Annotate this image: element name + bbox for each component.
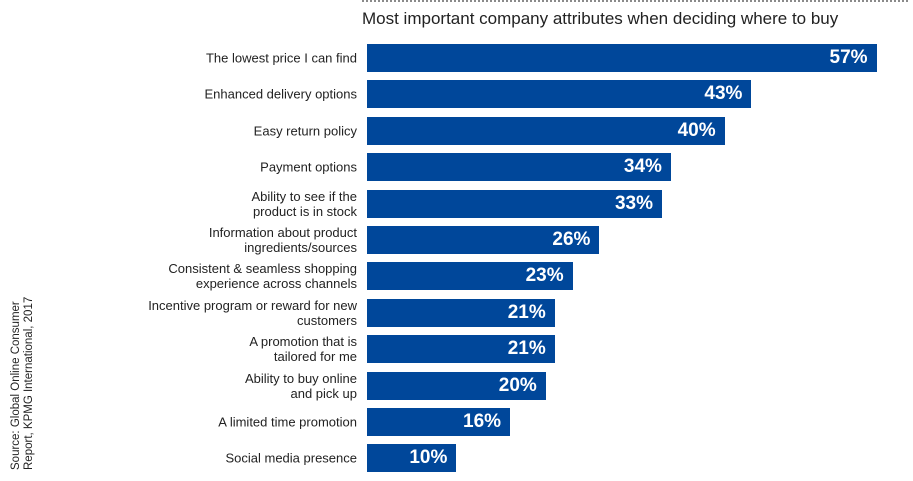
data-label: 40% xyxy=(677,119,716,141)
bar: 10% xyxy=(367,444,457,473)
data-label: 57% xyxy=(829,47,868,68)
data-label: 23% xyxy=(525,265,564,287)
data-label: 16% xyxy=(463,411,502,432)
category-label: A limited time promotion xyxy=(218,414,357,430)
category-label: Consistent & seamless shopping experience… xyxy=(168,261,357,292)
bar: 21% xyxy=(367,335,555,364)
data-label: 33% xyxy=(614,192,654,214)
bar: 26% xyxy=(367,226,600,254)
bar: 20% xyxy=(367,371,546,400)
category-label: Ability to see if the product is in stock xyxy=(251,188,358,219)
category-label: The lowest price I can find xyxy=(205,50,357,66)
data-label: 34% xyxy=(623,156,662,178)
data-label: 26% xyxy=(552,229,591,250)
bar: 43% xyxy=(367,80,752,109)
bar: 16% xyxy=(367,408,511,436)
category-label: Information about product ingredients/sou… xyxy=(208,225,357,255)
bar: 34% xyxy=(367,153,671,182)
category-label: Easy return policy xyxy=(253,123,357,139)
bar: 33% xyxy=(367,189,663,218)
data-label: 43% xyxy=(704,83,743,105)
data-label: 10% xyxy=(409,447,448,469)
top-dotted-rule xyxy=(362,0,908,2)
bar: 23% xyxy=(367,262,573,291)
bar: 57% xyxy=(367,44,877,72)
data-label: 21% xyxy=(507,301,546,323)
bar: 40% xyxy=(367,116,725,145)
category-label: Incentive program or reward for new custo… xyxy=(148,297,357,328)
data-label: 21% xyxy=(507,338,546,360)
bar: 21% xyxy=(367,298,555,327)
chart-title: Most important company attributes when d… xyxy=(362,9,839,28)
category-label: Social media presence xyxy=(225,450,357,466)
category-label: Ability to buy online and pick up xyxy=(244,370,357,401)
data-label: 20% xyxy=(498,374,537,396)
category-label: Payment options xyxy=(260,159,357,175)
category-label: A promotion that is tailored for me xyxy=(249,334,357,365)
category-label: Enhanced delivery options xyxy=(204,86,358,102)
